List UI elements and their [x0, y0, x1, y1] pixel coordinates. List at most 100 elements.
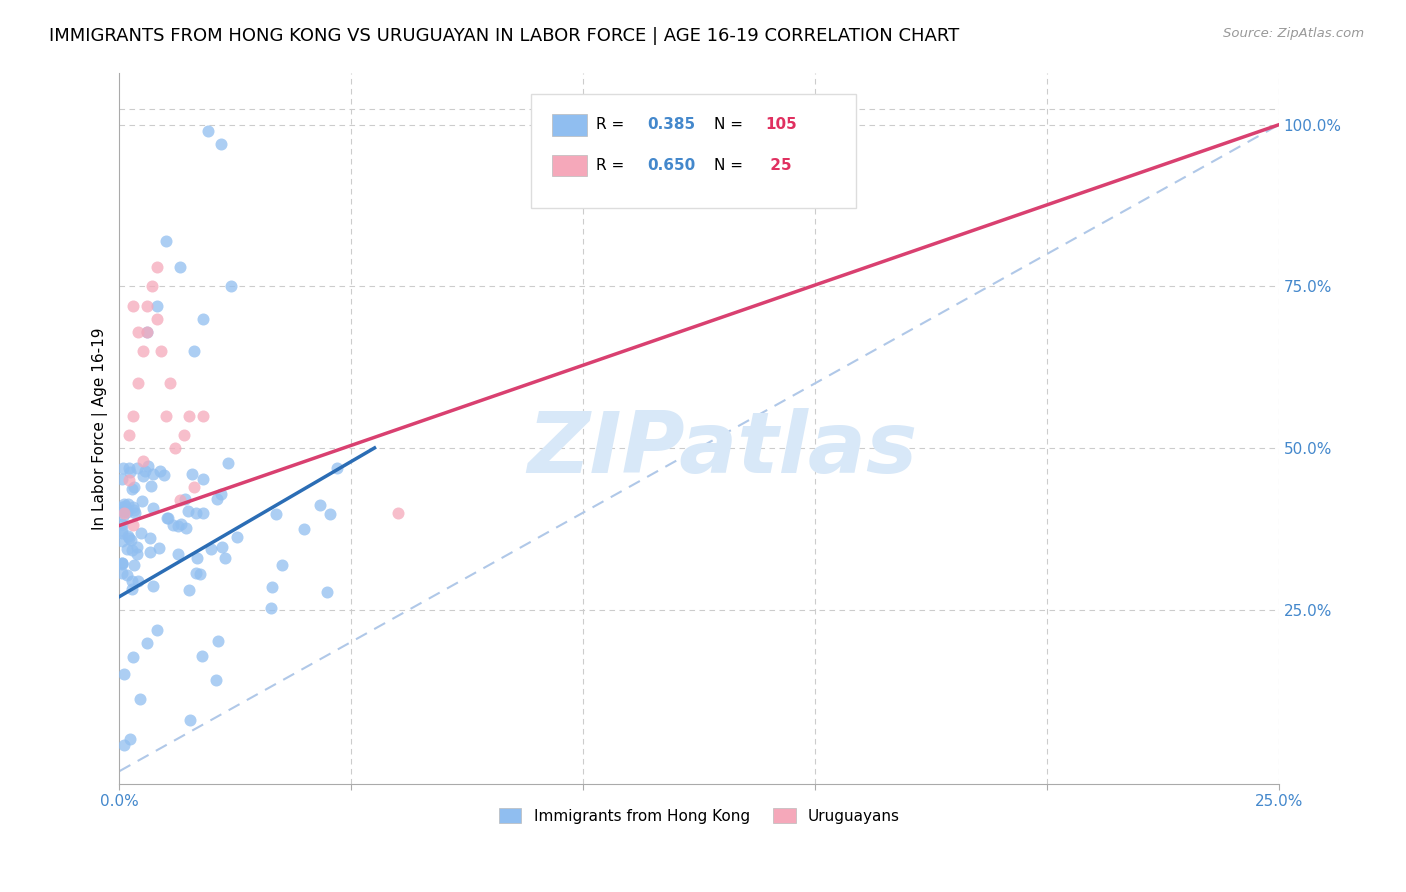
Point	[115, 505, 138, 519]
Point	[149, 464, 172, 478]
Point	[141, 279, 163, 293]
Point	[132, 468, 155, 483]
Point	[205, 491, 228, 506]
Point	[191, 472, 214, 486]
Point	[131, 494, 153, 508]
Point	[112, 504, 135, 518]
Point	[155, 234, 177, 248]
Point	[139, 545, 162, 559]
Point	[186, 551, 208, 566]
Point	[174, 492, 197, 507]
Point	[118, 428, 141, 442]
Text: 25: 25	[765, 158, 792, 173]
Point	[111, 500, 134, 515]
Point	[173, 428, 195, 442]
Point	[294, 522, 316, 536]
Point	[217, 456, 239, 470]
Point	[114, 667, 136, 681]
Point	[207, 633, 229, 648]
Point	[136, 325, 159, 339]
FancyBboxPatch shape	[553, 154, 586, 176]
Point	[118, 460, 141, 475]
Point	[387, 506, 409, 520]
Point	[111, 461, 134, 475]
Point	[225, 529, 247, 543]
Point	[260, 600, 283, 615]
Text: 0.385: 0.385	[647, 118, 695, 132]
Point	[111, 566, 134, 580]
Point	[111, 556, 134, 570]
Point	[115, 568, 138, 582]
Legend: Immigrants from Hong Kong, Uruguayans: Immigrants from Hong Kong, Uruguayans	[492, 802, 905, 830]
Point	[122, 299, 145, 313]
Point	[111, 516, 134, 531]
Point	[166, 519, 188, 533]
Point	[111, 534, 134, 549]
Point	[122, 649, 145, 664]
Point	[142, 500, 165, 515]
Point	[114, 500, 136, 514]
Point	[121, 574, 143, 588]
Point	[117, 529, 139, 543]
Point	[124, 506, 146, 520]
Point	[308, 498, 330, 512]
Point	[112, 506, 135, 520]
Point	[127, 547, 149, 561]
Point	[148, 541, 170, 556]
Point	[128, 692, 150, 706]
Point	[184, 566, 207, 580]
Point	[191, 409, 214, 423]
Point	[112, 497, 135, 511]
Point	[111, 557, 134, 571]
Point	[136, 459, 159, 474]
Point	[117, 541, 139, 556]
Point	[127, 376, 149, 391]
Point	[177, 409, 200, 423]
Text: N =: N =	[714, 118, 748, 132]
Point	[136, 299, 159, 313]
Point	[122, 558, 145, 572]
Point	[155, 409, 177, 423]
Point	[177, 504, 200, 518]
Point	[179, 713, 201, 727]
Point	[111, 472, 134, 486]
Text: R =: R =	[596, 158, 628, 173]
Point	[183, 480, 205, 494]
Point	[118, 473, 141, 487]
Point	[122, 409, 145, 423]
Point	[264, 507, 287, 521]
Point	[131, 343, 153, 358]
Text: N =: N =	[714, 158, 748, 173]
Point	[120, 533, 142, 548]
Point	[127, 325, 149, 339]
Point	[191, 649, 214, 664]
Point	[112, 509, 135, 524]
Point	[262, 580, 284, 594]
Point	[139, 531, 162, 545]
Point	[271, 558, 294, 573]
Point	[136, 636, 159, 650]
Point	[125, 540, 148, 554]
Point	[111, 524, 134, 538]
Point	[176, 521, 198, 535]
Point	[145, 299, 167, 313]
Point	[153, 468, 176, 483]
Point	[211, 540, 233, 554]
Point	[142, 467, 165, 481]
Text: Source: ZipAtlas.com: Source: ZipAtlas.com	[1223, 27, 1364, 40]
Point	[142, 579, 165, 593]
Point	[165, 441, 187, 455]
Point	[197, 124, 219, 138]
Point	[169, 492, 191, 507]
Point	[139, 479, 162, 493]
Text: ZIPatlas: ZIPatlas	[527, 409, 918, 491]
Point	[214, 551, 236, 566]
FancyBboxPatch shape	[531, 95, 856, 208]
Point	[112, 739, 135, 753]
Point	[129, 525, 152, 540]
Point	[122, 480, 145, 494]
Point	[125, 461, 148, 475]
Point	[121, 582, 143, 597]
Point	[122, 503, 145, 517]
Point	[111, 505, 134, 519]
